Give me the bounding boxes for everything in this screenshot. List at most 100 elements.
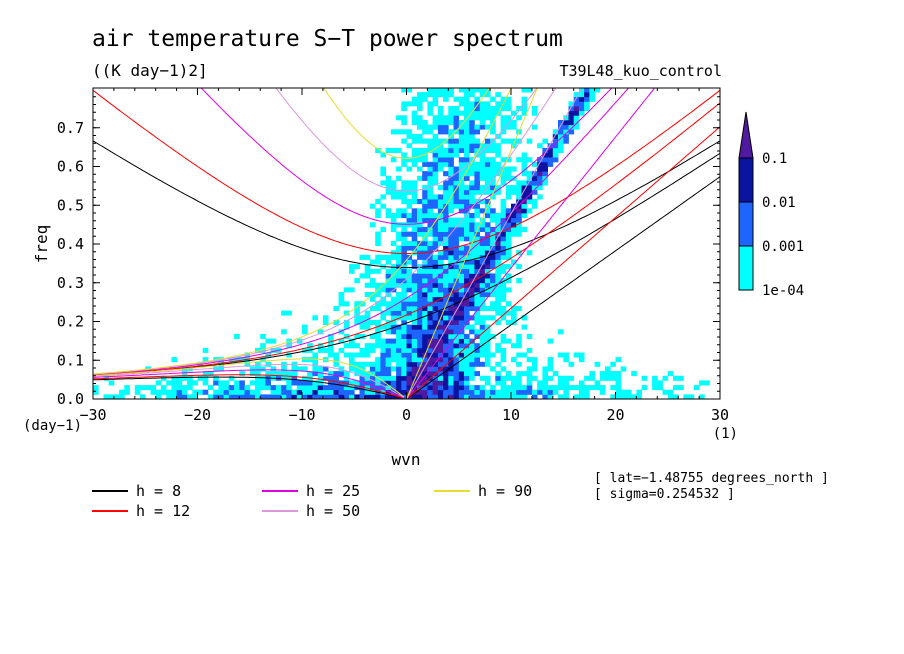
field-cell: [490, 278, 496, 284]
field-cell: [568, 385, 575, 391]
field-cell: [437, 166, 444, 172]
field-cell: [469, 106, 475, 112]
field-cell: [704, 380, 710, 386]
field-cell: [453, 138, 460, 144]
field-cell: [443, 96, 449, 102]
field-cell: [432, 315, 439, 321]
field-cell: [458, 329, 465, 335]
field-cell: [578, 389, 585, 395]
field-cell: [589, 385, 595, 391]
field-cell: [401, 245, 407, 251]
field-cell: [500, 236, 507, 242]
field-cell: [453, 343, 460, 349]
field-cell: [558, 380, 564, 386]
field-cell: [427, 319, 433, 325]
field-cell: [317, 343, 324, 349]
field-cell: [333, 394, 339, 399]
field-cell: [542, 375, 548, 381]
field-cell: [260, 385, 266, 391]
field-cell: [406, 385, 413, 391]
field-cell: [422, 319, 428, 325]
field-cell: [422, 301, 428, 307]
field-cell: [437, 347, 444, 353]
field-cell: [516, 222, 522, 228]
field-cell: [411, 120, 418, 126]
field-cell: [448, 208, 454, 214]
field-cell: [511, 385, 517, 391]
field-cell: [390, 213, 397, 219]
field-cell: [453, 385, 460, 391]
field-cell: [171, 394, 177, 399]
colorbar-label: 0.1: [762, 151, 787, 167]
field-cell: [474, 329, 480, 335]
field-cell: [453, 236, 460, 242]
field-cell: [432, 357, 439, 363]
field-cell: [464, 96, 470, 102]
field-cell: [369, 375, 376, 381]
field-cell: [505, 208, 512, 214]
field-cell: [354, 385, 360, 391]
field-cell: [495, 375, 501, 381]
field-cell: [343, 310, 350, 316]
field-cell: [401, 199, 407, 205]
field-cell: [443, 385, 449, 391]
field-cell: [103, 394, 110, 399]
field-cell: [495, 226, 501, 232]
field-cell: [380, 361, 386, 367]
field-cell: [448, 203, 454, 209]
field-cell: [469, 282, 475, 288]
field-cell: [495, 380, 501, 386]
field-cell: [516, 361, 522, 367]
field-cell: [322, 389, 329, 395]
field-cell: [401, 157, 407, 163]
field-cell: [390, 319, 397, 325]
field-cell: [406, 371, 413, 377]
field-cell: [417, 357, 423, 363]
field-cell: [390, 343, 397, 349]
field-cell: [490, 273, 496, 279]
field-cell: [401, 264, 407, 270]
field-cell: [458, 189, 465, 195]
field-cell: [390, 357, 397, 363]
field-cell: [281, 371, 287, 377]
field-cell: [422, 333, 428, 339]
field-cell: [427, 292, 433, 298]
field-cell: [432, 92, 439, 98]
field-cell: [511, 143, 517, 149]
field-cell: [453, 185, 460, 191]
field-cell: [359, 394, 366, 399]
field-cell: [328, 375, 334, 381]
field-cell: [521, 385, 528, 391]
field-cell: [641, 375, 648, 381]
field-cell: [516, 389, 522, 395]
legend: h = 8h = 12h = 25h = 50h = 90: [92, 482, 532, 520]
field-cell: [516, 231, 522, 237]
field-cell: [354, 319, 360, 325]
field-cell: [573, 352, 580, 358]
field-cell: [495, 259, 501, 265]
field-cell: [464, 338, 470, 344]
field-cell: [275, 371, 282, 377]
field-cell: [453, 324, 460, 330]
field-cell: [490, 231, 496, 237]
field-cell: [354, 301, 360, 307]
field-cell: [307, 389, 313, 395]
field-cell: [479, 361, 486, 367]
field-cell: [448, 106, 454, 112]
field-cell: [411, 115, 418, 121]
field-cell: [249, 389, 256, 395]
field-cell: [547, 143, 554, 149]
field-cell: [641, 385, 648, 391]
field-cell: [422, 185, 428, 191]
field-cell: [479, 315, 486, 321]
field-cell: [448, 371, 454, 377]
dispersion-curve: [93, 102, 720, 376]
field-cell: [453, 226, 460, 232]
field-cell: [464, 231, 470, 237]
field-cell: [411, 264, 418, 270]
field-cell: [396, 301, 402, 307]
field-cell: [547, 338, 554, 344]
field-cell: [448, 333, 454, 339]
field-cell: [500, 385, 507, 391]
field-cell: [437, 157, 444, 163]
